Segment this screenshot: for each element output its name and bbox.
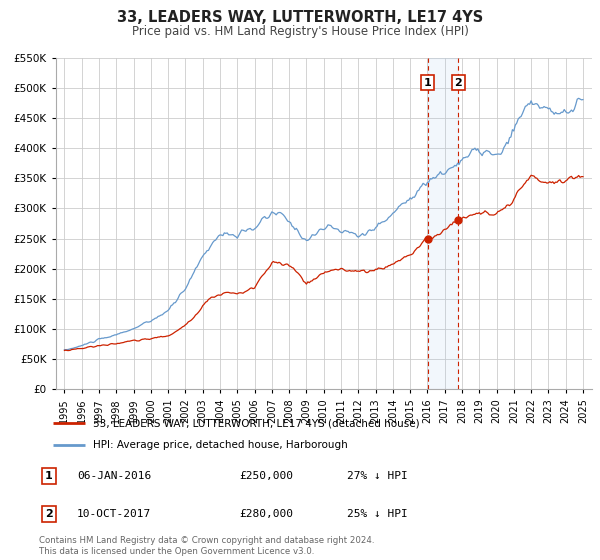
Text: 1: 1	[424, 77, 431, 87]
Text: 2: 2	[454, 77, 462, 87]
Bar	[428, 58, 458, 389]
Text: 25% ↓ HPI: 25% ↓ HPI	[347, 508, 407, 519]
Text: 06-JAN-2016: 06-JAN-2016	[77, 471, 151, 481]
Text: HPI: Average price, detached house, Harborough: HPI: Average price, detached house, Harb…	[93, 440, 348, 450]
Text: £250,000: £250,000	[239, 471, 293, 481]
Text: 10-OCT-2017: 10-OCT-2017	[77, 508, 151, 519]
Text: £280,000: £280,000	[239, 508, 293, 519]
Text: Contains HM Land Registry data © Crown copyright and database right 2024.
This d: Contains HM Land Registry data © Crown c…	[39, 536, 374, 556]
Text: Price paid vs. HM Land Registry's House Price Index (HPI): Price paid vs. HM Land Registry's House …	[131, 25, 469, 38]
Text: 27% ↓ HPI: 27% ↓ HPI	[347, 471, 407, 481]
Text: 2: 2	[45, 508, 53, 519]
Text: 33, LEADERS WAY, LUTTERWORTH, LE17 4YS: 33, LEADERS WAY, LUTTERWORTH, LE17 4YS	[117, 10, 483, 25]
Text: 1: 1	[45, 471, 53, 481]
Text: 33, LEADERS WAY, LUTTERWORTH, LE17 4YS (detached house): 33, LEADERS WAY, LUTTERWORTH, LE17 4YS (…	[93, 418, 419, 428]
